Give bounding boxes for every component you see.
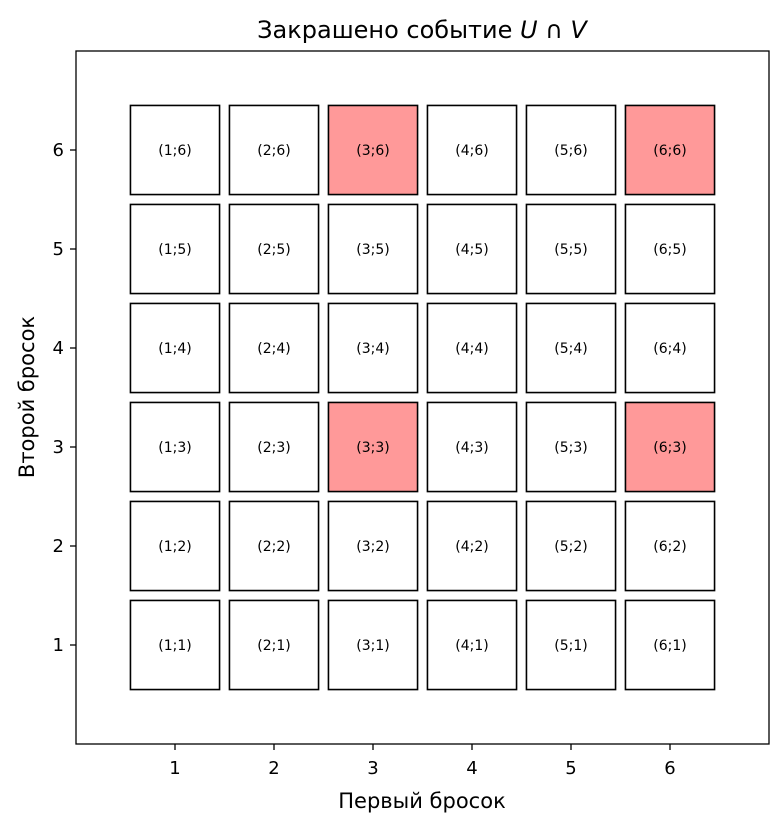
outcome-cell	[129, 500, 221, 592]
y-tick-label: 2	[53, 536, 64, 557]
outcome-cell-label: (2;2)	[257, 539, 290, 555]
outcome-cell-label: (4;2)	[455, 539, 488, 555]
outcome-cell	[228, 302, 320, 394]
x-tick-label: 2	[268, 758, 279, 779]
outcome-cell-label: (2;4)	[257, 341, 290, 357]
plot-frame	[75, 50, 770, 745]
outcome-cell	[426, 302, 518, 394]
x-tick-label: 3	[367, 758, 378, 779]
outcome-cell-label: (5;3)	[554, 440, 587, 456]
outcome-cell	[426, 203, 518, 295]
y-ticks-group: 1 2 3 4 5 6	[53, 140, 76, 656]
y-tick-label: 1	[53, 635, 64, 656]
outcome-cell	[426, 500, 518, 592]
chart-title: Закрашено событие U ∩ V	[257, 16, 588, 44]
outcome-cell	[327, 500, 419, 592]
x-tick-label: 1	[169, 758, 180, 779]
outcome-cell-label: (4;6)	[455, 143, 488, 159]
outcome-cell-label: (1;5)	[158, 242, 191, 258]
y-axis-label: Второй бросок	[15, 316, 39, 478]
outcome-cell	[624, 302, 716, 394]
outcome-cell-label: (4;5)	[455, 242, 488, 258]
outcome-cell-label: (4;3)	[455, 440, 488, 456]
outcome-cell	[228, 104, 320, 196]
outcome-cell	[228, 500, 320, 592]
outcome-cell	[624, 599, 716, 691]
outcome-cell	[525, 203, 617, 295]
outcome-cell-label: (6;6)	[653, 143, 686, 159]
y-tick-label: 6	[53, 140, 64, 161]
outcome-cell	[228, 599, 320, 691]
outcome-cell	[129, 104, 221, 196]
y-tick-label: 5	[53, 239, 64, 260]
outcome-cell-label: (3;3)	[356, 440, 389, 456]
outcome-cell	[525, 599, 617, 691]
outcome-cell-label: (1;4)	[158, 341, 191, 357]
outcome-cell-label: (1;6)	[158, 143, 191, 159]
outcome-cell-label: (1;1)	[158, 638, 191, 654]
outcome-cell-label: (2;5)	[257, 242, 290, 258]
outcome-cell-label: (6;2)	[653, 539, 686, 555]
outcome-cell	[327, 203, 419, 295]
outcome-cell	[624, 104, 716, 196]
outcome-cell	[327, 302, 419, 394]
outcome-cell-label: (6;4)	[653, 341, 686, 357]
outcome-cell	[129, 599, 221, 691]
outcome-cell	[525, 500, 617, 592]
outcome-cell-label: (3;5)	[356, 242, 389, 258]
outcome-cell	[624, 203, 716, 295]
outcome-cell-label: (5;5)	[554, 242, 587, 258]
outcome-cell	[525, 302, 617, 394]
outcome-cell	[426, 599, 518, 691]
outcome-cell	[624, 401, 716, 493]
cells-group: (1;1) (2;1) (3;1) (4;1) (5;1) (6;1) (1;2) (2;2)…	[129, 104, 716, 691]
outcome-cell-label: (1;2)	[158, 539, 191, 555]
x-axis-label: Первый бросок	[338, 789, 506, 813]
outcome-cell-label: (4;4)	[455, 341, 488, 357]
outcome-cell-label: (3;1)	[356, 638, 389, 654]
outcome-cell-label: (5;4)	[554, 341, 587, 357]
x-tick-label: 5	[565, 758, 576, 779]
outcome-cell	[327, 104, 419, 196]
outcome-cell	[228, 401, 320, 493]
outcome-cell	[129, 203, 221, 295]
outcome-cell-label: (5;6)	[554, 143, 587, 159]
x-ticks-group: 1 2 3 4 5 6	[169, 744, 676, 779]
x-tick-label: 6	[664, 758, 675, 779]
outcome-cell-label: (3;4)	[356, 341, 389, 357]
outcome-cell-label: (6;5)	[653, 242, 686, 258]
chart-title-math: U ∩ V	[520, 16, 588, 44]
outcome-cell-label: (3;6)	[356, 143, 389, 159]
outcome-cell-label: (6;3)	[653, 440, 686, 456]
outcome-cell	[426, 104, 518, 196]
outcome-cell-label: (1;3)	[158, 440, 191, 456]
outcome-cell	[525, 104, 617, 196]
chart-title-prefix: Закрашено событие	[257, 16, 520, 44]
outcome-cell-label: (2;6)	[257, 143, 290, 159]
outcome-cell	[129, 401, 221, 493]
y-tick-label: 4	[53, 338, 64, 359]
outcome-cell-label: (3;2)	[356, 539, 389, 555]
outcome-cell	[327, 401, 419, 493]
outcome-cell	[525, 401, 617, 493]
outcome-cell-label: (4;1)	[455, 638, 488, 654]
outcome-cell-label: (2;1)	[257, 638, 290, 654]
outcome-cell	[327, 599, 419, 691]
outcome-cell	[129, 302, 221, 394]
outcome-cell	[228, 203, 320, 295]
outcome-cell	[624, 500, 716, 592]
outcome-cell-label: (6;1)	[653, 638, 686, 654]
y-tick-label: 3	[53, 437, 64, 458]
outcome-cell	[426, 401, 518, 493]
x-tick-label: 4	[466, 758, 477, 779]
outcome-cell-label: (2;3)	[257, 440, 290, 456]
outcome-cell-label: (5;1)	[554, 638, 587, 654]
outcome-cell-label: (5;2)	[554, 539, 587, 555]
